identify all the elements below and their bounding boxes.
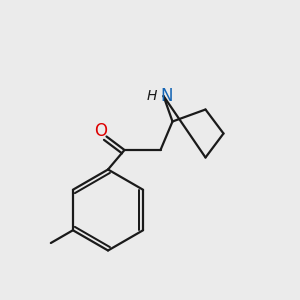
Text: O: O <box>94 122 108 140</box>
Text: H: H <box>147 89 157 103</box>
Text: N: N <box>160 87 173 105</box>
